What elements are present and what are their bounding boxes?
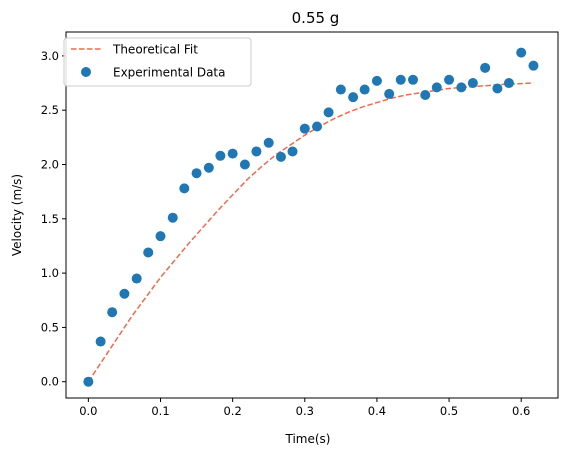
plot-frame	[65, 31, 559, 399]
x-tick-label: 0.0	[79, 404, 97, 418]
data-point	[528, 60, 539, 71]
data-point	[492, 83, 503, 94]
data-point	[107, 307, 118, 318]
data-point	[143, 247, 154, 258]
data-point	[456, 82, 467, 93]
data-point	[179, 183, 190, 194]
data-point	[299, 123, 310, 134]
data-point	[167, 212, 178, 223]
data-point	[408, 74, 418, 85]
legend-label-experimental-data: Experimental Data	[113, 66, 226, 80]
y-tick-label: 3.0	[41, 49, 59, 63]
x-tick-label: 0.2	[223, 404, 241, 418]
chart-title: 0.55 g	[292, 9, 340, 27]
data-point	[348, 92, 359, 103]
data-point	[119, 288, 130, 299]
legend-box	[63, 37, 252, 87]
legend: Theoretical Fit Experimental Data	[63, 37, 252, 87]
data-point	[384, 88, 395, 99]
data-point	[420, 89, 431, 100]
data-point	[516, 47, 527, 58]
data-point	[503, 78, 514, 89]
data-point	[191, 168, 202, 179]
data-point	[239, 159, 250, 170]
data-point	[480, 62, 491, 73]
y-tick-label: 1.0	[41, 266, 59, 280]
x-tick-label: 0.4	[368, 404, 386, 418]
y-tick-label: 2.0	[41, 157, 59, 171]
y-tick-label: 0.5	[41, 320, 59, 334]
data-point	[83, 376, 94, 387]
data-point	[227, 148, 238, 159]
data-point	[155, 231, 166, 242]
legend-label-theoretical-fit: Theoretical Fit	[112, 43, 198, 57]
data-point	[275, 151, 286, 162]
data-point	[467, 78, 478, 89]
legend-marker-swatch	[81, 67, 91, 77]
x-tick-label: 0.6	[512, 404, 530, 418]
x-tick-label: 0.5	[440, 404, 458, 418]
data-point	[335, 84, 346, 95]
y-axis-label: Velocity (m/s)	[10, 174, 24, 256]
data-point	[395, 74, 406, 85]
data-point	[251, 146, 262, 157]
data-point	[323, 107, 334, 118]
theoretical-fit-line	[87, 82, 534, 383]
data-point	[215, 150, 226, 161]
data-point	[359, 84, 370, 95]
x-axis-label: Time(s)	[285, 432, 331, 446]
data-point	[95, 336, 106, 347]
x-axis: 0.0 0.1 0.2 0.3 0.4 0.5 0.6	[79, 398, 530, 418]
data-point	[312, 121, 323, 132]
plot-area	[83, 47, 539, 387]
y-axis: 0.0 0.5 1.0 1.5 2.0 2.5 3.0	[41, 49, 66, 389]
y-tick-label: 2.5	[41, 103, 59, 117]
x-tick-label: 0.3	[296, 404, 314, 418]
data-point	[203, 162, 214, 173]
data-point	[431, 82, 442, 93]
y-tick-label: 1.5	[41, 212, 59, 226]
x-tick-label: 0.1	[151, 404, 169, 418]
data-point	[263, 137, 274, 148]
data-point	[371, 75, 382, 86]
data-point	[131, 273, 142, 284]
data-point	[287, 146, 298, 157]
y-tick-label: 0.0	[41, 375, 59, 389]
data-point	[444, 74, 455, 85]
